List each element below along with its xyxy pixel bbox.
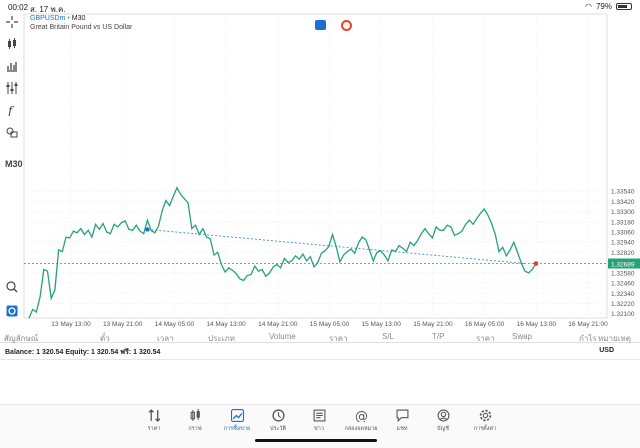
svg-text:f: f <box>7 104 15 116</box>
y-tick-label: 1.32220 <box>611 301 635 308</box>
col-profit: กำไร <box>579 334 597 343</box>
chart-header: GBPUSDm • M30 Great Britain Pound vs US … <box>30 15 133 31</box>
tab-chat[interactable]: แชท <box>382 409 422 433</box>
crosshair-icon[interactable] <box>5 15 19 29</box>
chart-symbol[interactable]: GBPUSDm <box>30 15 66 22</box>
candles-icon[interactable] <box>5 37 19 51</box>
col-take-profit: T/P <box>432 332 445 341</box>
y-tick-label: 1.32340 <box>611 291 635 298</box>
function-icon[interactable]: f <box>5 103 19 117</box>
bar-chart-icon[interactable] <box>5 59 19 73</box>
settings-icon <box>479 409 491 422</box>
y-tick-label: 1.33540 <box>611 189 635 196</box>
one-click-trading-icon[interactable] <box>315 20 326 30</box>
home-indicator <box>255 439 377 442</box>
magnifier-icon[interactable] <box>5 280 19 294</box>
y-tick-label: 1.32100 <box>611 311 635 318</box>
col-ticket: ตั๋ว <box>100 334 110 343</box>
account-summary: Balance: 1 320.54 Equity: 1 320.54 ฟรี: … <box>0 343 640 360</box>
tab-settings[interactable]: การตั้งค่า <box>465 409 505 433</box>
price-chart[interactable]: 1.33540 1.33420 1.33300 1.33180 1.33060 1.329… <box>0 0 640 330</box>
tab-trade[interactable]: การซื้อขาย <box>217 409 257 433</box>
y-tick-label: 1.32580 <box>611 270 635 277</box>
price-series-line <box>28 186 537 319</box>
depth-of-market-icon[interactable] <box>341 20 352 31</box>
chart-description: Great Britain Pound vs US Dollar <box>30 24 133 31</box>
clock: 00:02 <box>8 3 29 12</box>
svg-text:@: @ <box>355 409 368 422</box>
current-price-badge <box>608 258 640 269</box>
col-symbol: สัญลักษณ์ <box>4 334 39 343</box>
battery-icon <box>616 3 632 10</box>
x-tick-label: 15 May 05:00 <box>310 321 350 328</box>
last-price-marker <box>533 261 539 266</box>
y-tick-label: 1.32460 <box>611 281 635 288</box>
col-stop-loss: S/L <box>382 332 395 341</box>
x-tick-label: 15 May 13:00 <box>362 321 402 328</box>
y-tick-label: 1.33180 <box>611 219 635 226</box>
x-tick-label: 13 May 13:00 <box>51 321 91 328</box>
col-comment: หมายเหตุ <box>598 334 631 343</box>
y-tick-label: 1.33300 <box>611 209 635 216</box>
tab-quotes[interactable]: ราคา <box>134 409 174 433</box>
chart-toolbar: f M30 <box>0 12 24 322</box>
date: ส. 17 พ.ค. <box>30 5 66 14</box>
account-icon <box>437 409 449 422</box>
chart-icon <box>190 409 200 421</box>
y-tick-label: 1.33420 <box>611 199 635 206</box>
y-tick-label: 1.32940 <box>611 240 635 247</box>
tab-news[interactable]: ข่าว <box>299 409 339 433</box>
x-tick-label: 16 May 13:00 <box>517 321 557 328</box>
positions-table-header: สัญลักษณ์ ตั๋ว เวลา ประเภท Volume ราคา S… <box>0 328 640 343</box>
quotes-icon <box>148 409 160 422</box>
battery-percent: 79% <box>595 2 612 11</box>
col-price: ราคา <box>329 334 348 343</box>
balance-text: Balance: 1 320.54 Equity: 1 320.54 ฟรี: … <box>5 349 161 356</box>
history-icon <box>271 409 285 422</box>
tab-mailbox[interactable]: @ กล่องจดหมาย <box>344 409 378 432</box>
current-price-label: 1.32689 <box>611 262 635 269</box>
objects-icon[interactable] <box>5 125 19 139</box>
col-current-price: ราคา <box>476 334 495 343</box>
wifi-icon: ◠ <box>585 2 592 11</box>
x-tick-label: 16 May 21:00 <box>568 321 608 328</box>
x-tick-label: 14 May 21:00 <box>258 321 298 328</box>
x-tick-label: 13 May 21:00 <box>103 321 143 328</box>
x-tick-label: 15 May 21:00 <box>413 321 453 328</box>
tab-chart[interactable]: กราฟ <box>175 409 215 433</box>
y-tick-label: 1.33060 <box>611 229 635 236</box>
chart-timeframe: M30 <box>71 15 86 22</box>
trendline-start-point <box>145 227 150 232</box>
col-time: เวลา <box>157 334 174 343</box>
news-icon <box>313 409 325 422</box>
y-tick-label: 1.32820 <box>611 250 635 257</box>
mailbox-icon: @ <box>355 409 368 422</box>
x-tick-label: 14 May 05:00 <box>155 321 195 328</box>
chat-icon <box>396 409 408 422</box>
app-logo-icon[interactable] <box>5 304 19 318</box>
timeframe-selector[interactable]: M30 <box>5 159 23 169</box>
col-swap: Swap <box>512 332 533 341</box>
tab-history[interactable]: ประวัติ <box>258 409 298 433</box>
col-type: ประเภท <box>208 334 235 343</box>
trade-icon <box>230 409 244 422</box>
currency: USD <box>599 347 614 354</box>
x-tick-label: 16 May 05:00 <box>465 321 505 328</box>
col-volume: Volume <box>269 332 296 341</box>
plot-frame <box>23 13 608 319</box>
x-tick-label: 14 May 13:00 <box>206 321 246 328</box>
tab-account[interactable]: บัญชี <box>423 409 463 433</box>
indicators-icon[interactable] <box>5 81 19 95</box>
status-bar: 00:02 ส. 17 พ.ค. ◠ 79% <box>0 0 640 14</box>
